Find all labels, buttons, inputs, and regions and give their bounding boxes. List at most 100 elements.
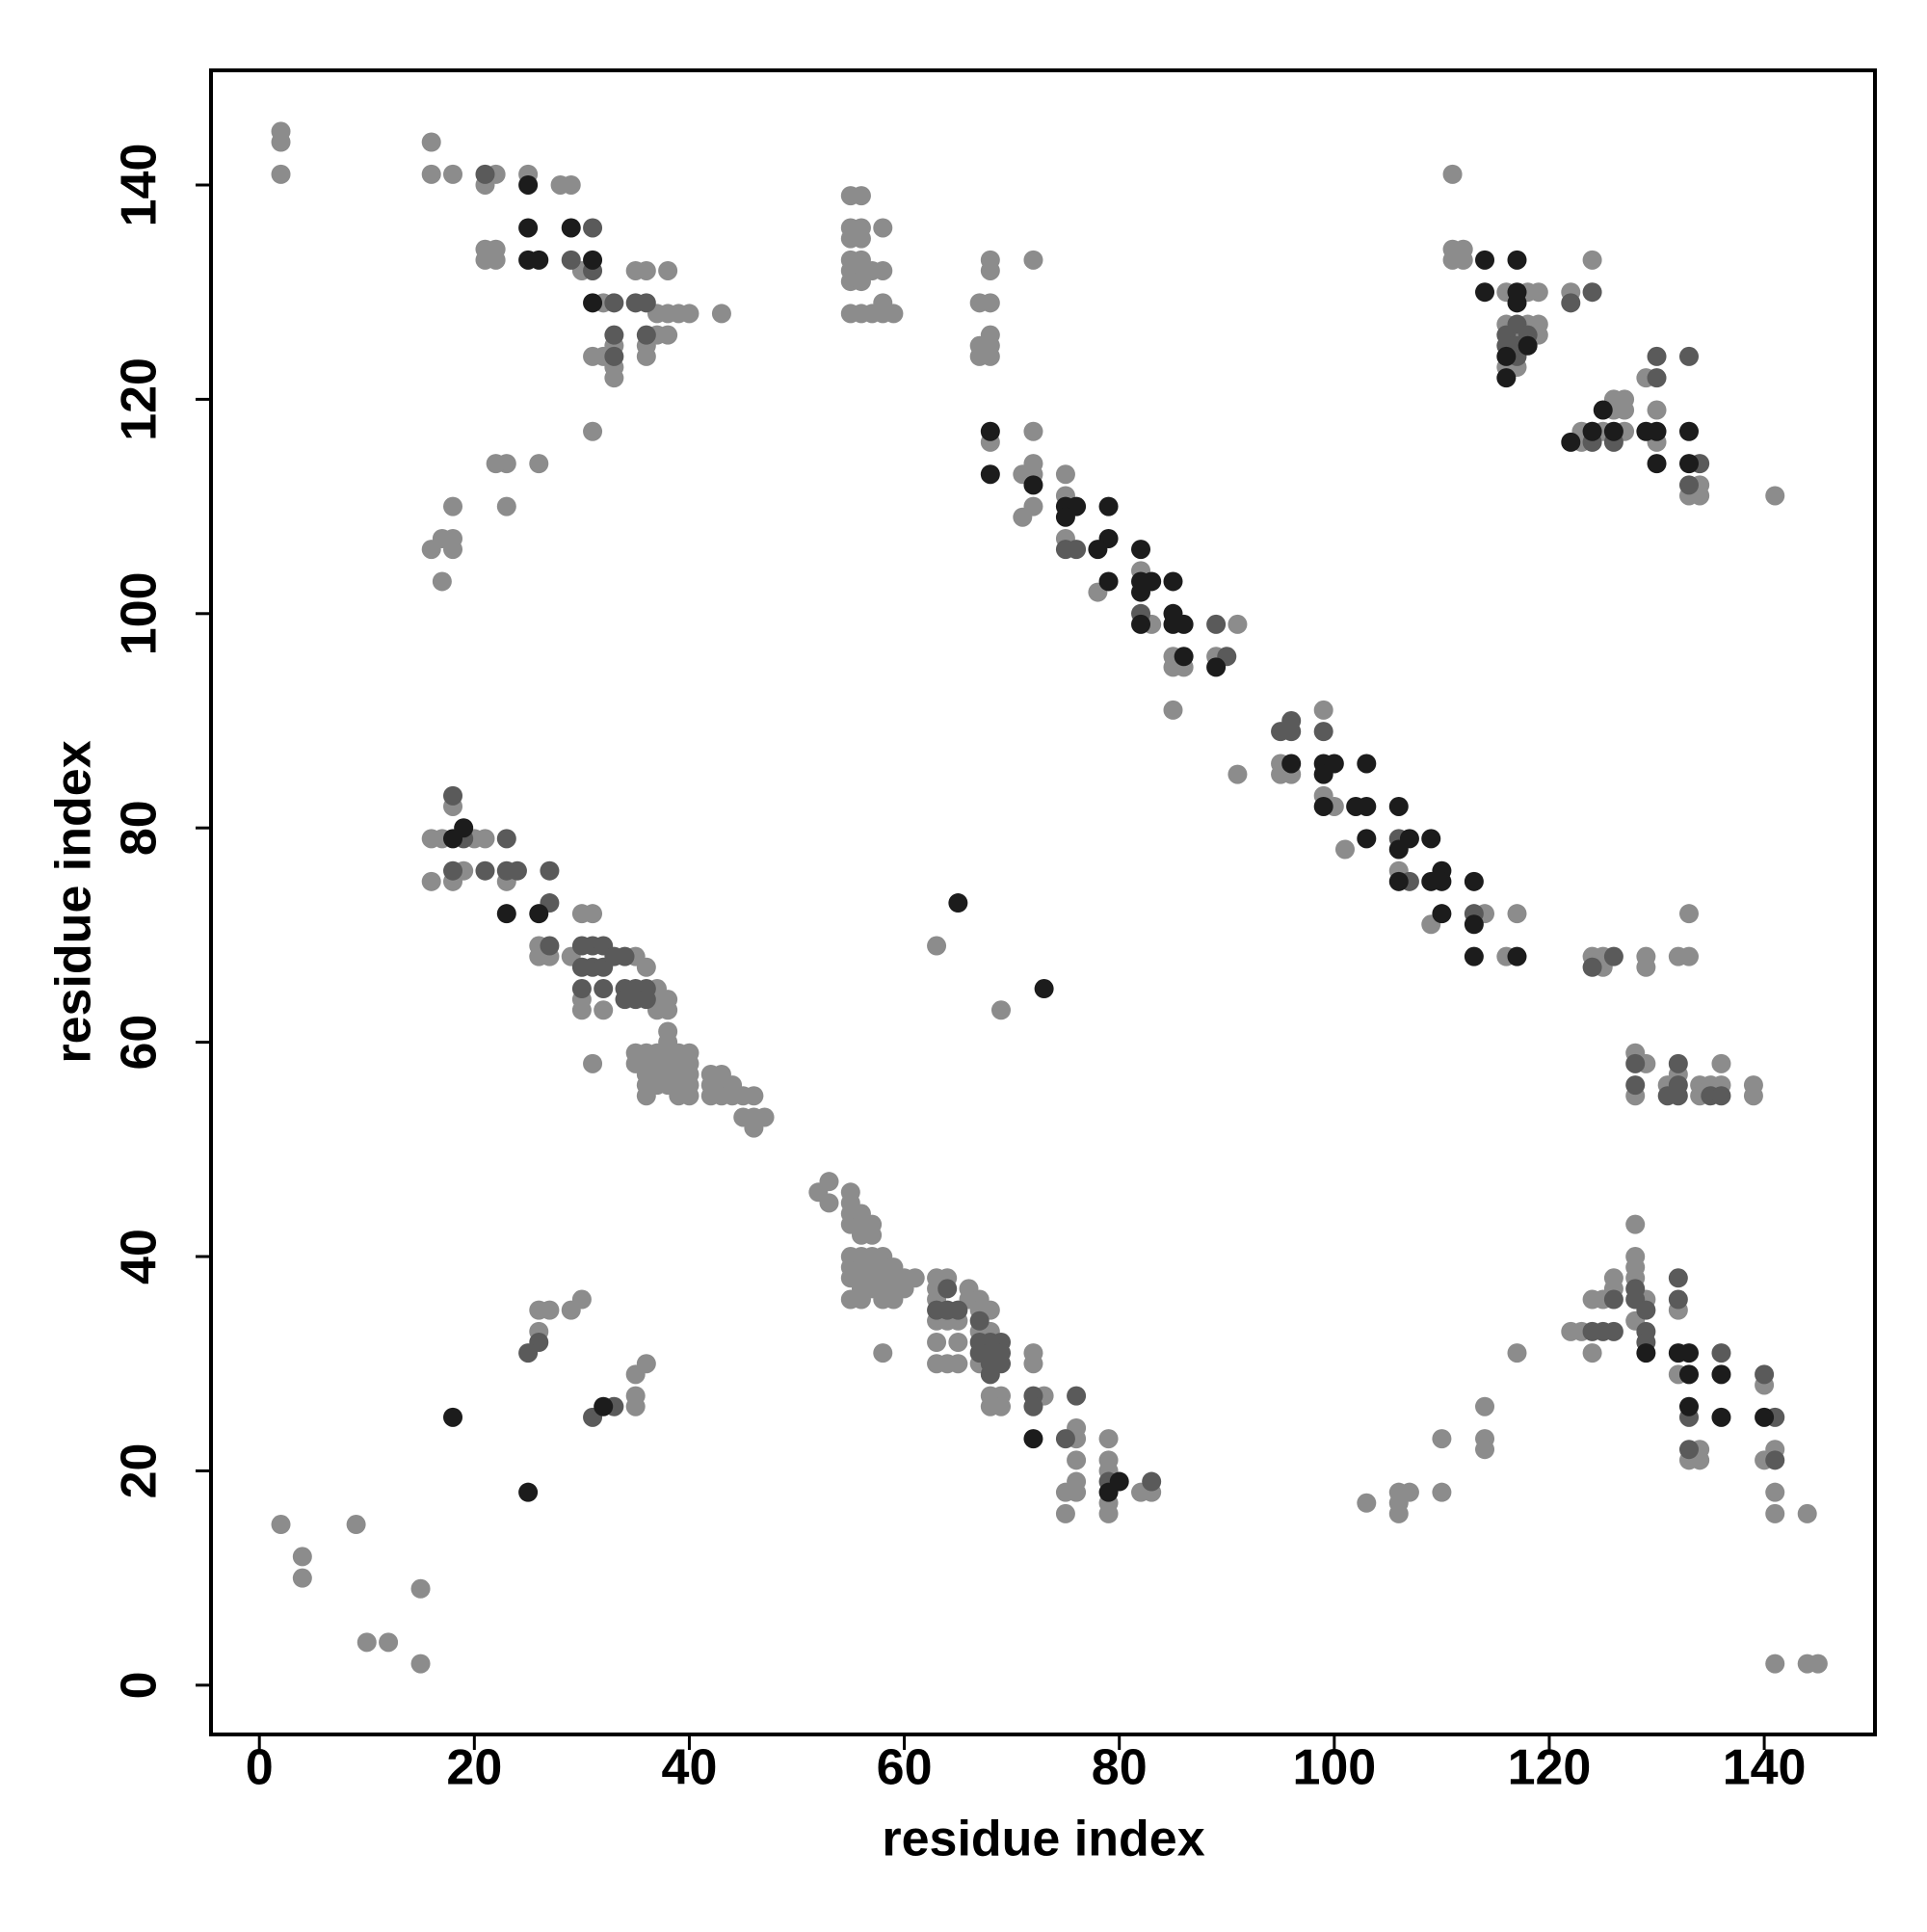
point	[1518, 335, 1538, 356]
point	[636, 325, 656, 345]
x-tick-label: 40	[662, 1740, 718, 1796]
point	[1668, 1268, 1688, 1288]
point	[1507, 1343, 1527, 1363]
point	[583, 421, 603, 441]
point	[1636, 1343, 1656, 1363]
point	[1755, 1407, 1775, 1427]
point	[1432, 871, 1452, 891]
point	[1711, 1086, 1731, 1106]
point	[1625, 1053, 1646, 1073]
point	[594, 979, 614, 999]
point	[1582, 957, 1602, 977]
point	[1067, 540, 1087, 560]
point	[1142, 1471, 1162, 1492]
point	[927, 936, 947, 956]
point	[1647, 421, 1667, 441]
point	[1034, 979, 1054, 999]
point	[1603, 421, 1623, 441]
x-tick-label: 100	[1292, 1740, 1376, 1796]
point	[1765, 1503, 1785, 1523]
point	[518, 174, 539, 195]
point	[1496, 346, 1517, 366]
point	[819, 1193, 839, 1213]
y-tick-label: 140	[112, 144, 168, 227]
point	[571, 957, 592, 977]
point	[518, 1482, 539, 1502]
point	[571, 979, 592, 999]
point	[604, 325, 624, 345]
point	[443, 829, 463, 849]
point	[432, 571, 452, 592]
point	[1528, 282, 1548, 303]
x-tick-label: 60	[877, 1740, 933, 1796]
point	[583, 1053, 603, 1073]
point	[1023, 1396, 1043, 1416]
point	[1324, 754, 1344, 774]
point	[475, 829, 495, 849]
point	[496, 829, 516, 849]
point	[271, 132, 291, 152]
point	[486, 250, 506, 270]
point	[292, 1547, 312, 1567]
point	[980, 421, 1000, 441]
point	[905, 1268, 925, 1288]
point	[561, 250, 581, 270]
point	[583, 250, 603, 270]
point	[1475, 282, 1495, 303]
point	[980, 464, 1000, 485]
point	[1388, 796, 1409, 816]
point	[1668, 1086, 1688, 1106]
y-tick-label: 100	[112, 571, 168, 655]
point	[1678, 346, 1699, 366]
point	[969, 335, 990, 356]
point	[1442, 164, 1463, 184]
point	[1765, 1482, 1785, 1502]
point	[1647, 400, 1667, 420]
point	[1475, 1396, 1495, 1416]
point	[636, 260, 656, 280]
point	[1313, 700, 1333, 720]
point	[410, 1654, 431, 1674]
point	[1357, 754, 1377, 774]
point	[1174, 647, 1194, 667]
point	[1055, 1429, 1075, 1449]
point	[969, 1310, 990, 1331]
point	[1055, 507, 1075, 527]
point	[980, 260, 1000, 280]
y-tick-label: 0	[112, 1671, 168, 1699]
point	[636, 990, 656, 1010]
point	[873, 1343, 893, 1363]
point	[1678, 454, 1699, 474]
point	[1625, 1075, 1646, 1096]
point	[1206, 614, 1227, 634]
y-tick-label: 80	[112, 800, 168, 856]
point	[1808, 1654, 1828, 1674]
point	[561, 174, 581, 195]
point	[1388, 871, 1409, 891]
point	[1765, 1654, 1785, 1674]
point	[937, 1279, 958, 1299]
point	[356, 1632, 377, 1653]
points	[271, 121, 1828, 1674]
point	[1582, 1343, 1602, 1363]
point	[1334, 839, 1355, 860]
point	[1668, 1289, 1688, 1310]
point	[604, 368, 624, 388]
point	[679, 1086, 700, 1106]
point	[379, 1632, 399, 1653]
point	[1582, 282, 1602, 303]
point	[1055, 464, 1075, 485]
point	[948, 893, 968, 913]
point	[744, 1118, 764, 1138]
point	[1603, 946, 1623, 966]
point	[1098, 1429, 1119, 1449]
point	[1464, 871, 1484, 891]
point	[1313, 722, 1333, 742]
point	[1399, 829, 1419, 849]
y-tick-label: 40	[112, 1229, 168, 1284]
point	[1131, 614, 1151, 634]
point	[583, 218, 603, 238]
point	[1582, 421, 1602, 441]
point	[443, 1407, 463, 1427]
point	[1131, 540, 1151, 560]
